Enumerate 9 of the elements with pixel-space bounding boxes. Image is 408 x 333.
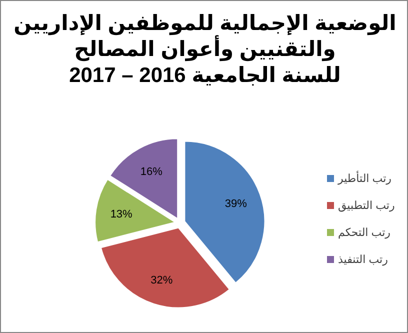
legend-label: رتب التطبيق: [338, 200, 395, 212]
data-label: 32%: [150, 274, 173, 286]
data-label: 39%: [224, 198, 248, 210]
legend-label: رتب التحكم: [338, 227, 390, 239]
legend-label: رتب التأطير: [337, 170, 392, 185]
chart-title: الوضعية الإجمالية للموظفين الإداريين والتقنيين وأعوان المصالح للسنة الجامعية 2016 – 2017: [14, 12, 396, 87]
legend-label: رتب التنفيذ: [338, 254, 388, 266]
data-label: 16%: [140, 166, 163, 178]
data-label: 13%: [110, 208, 133, 221]
